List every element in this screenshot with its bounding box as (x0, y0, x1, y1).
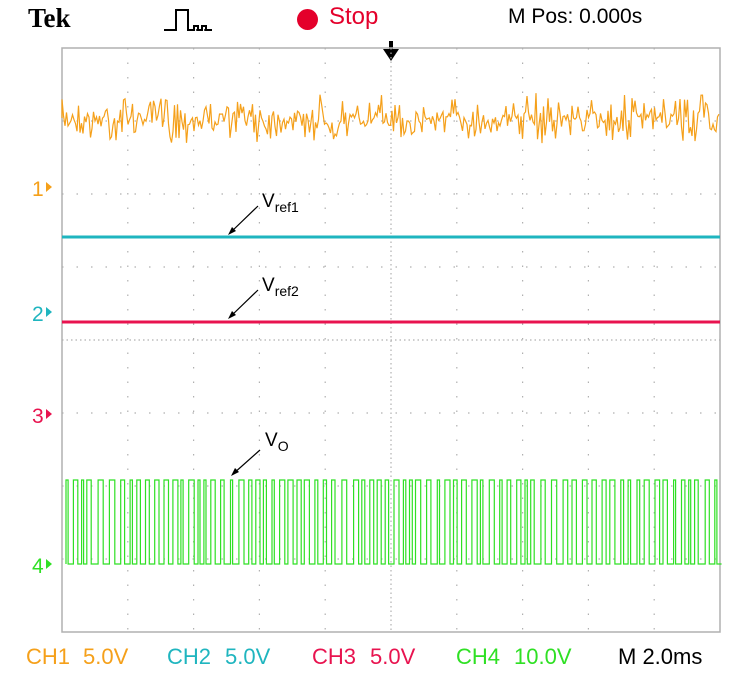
ch3-scale: 5.0V (370, 644, 416, 669)
annotation-vref2: Vref2 (228, 275, 299, 319)
svg-text:4: 4 (32, 555, 44, 578)
ch3-marker[interactable]: 3 (32, 405, 52, 428)
ch1-scale: 5.0V (83, 644, 129, 669)
ch2-scale: 5.0V (225, 644, 271, 669)
svg-text:3: 3 (32, 405, 44, 428)
svg-text:1: 1 (32, 178, 44, 201)
annotation-vo: VO (231, 430, 289, 476)
svg-text:2: 2 (32, 303, 44, 326)
ch4-scale: 10.0V (514, 644, 572, 669)
ch1-waveform (61, 93, 720, 144)
timebase: M 2.0ms (618, 644, 703, 669)
svg-text:VO: VO (265, 430, 289, 454)
ch4-marker[interactable]: 4 (32, 555, 52, 578)
ch1-marker[interactable]: 1 (32, 178, 52, 201)
stop-indicator-icon (297, 9, 318, 30)
trigger-position-icon (383, 41, 399, 61)
horizontal-position: M Pos: 0.000s (508, 5, 643, 28)
waveforms (61, 93, 722, 565)
ch1-label: CH1 (26, 644, 71, 669)
ch2-marker[interactable]: 2 (32, 303, 52, 326)
svg-text:Vref2: Vref2 (262, 275, 299, 299)
channel-readout-bar: CH1 5.0V CH2 5.0V CH3 5.0V CH4 10.0V M 2… (0, 640, 743, 676)
single-pulse-trigger-icon (164, 9, 212, 31)
status-bar: Tek Stop M Pos: 0.000s (0, 0, 743, 38)
graticule (61, 47, 721, 633)
ch3-label: CH3 (312, 644, 357, 669)
ch2-label: CH2 (167, 644, 212, 669)
annotation-vref1: Vref1 (228, 191, 299, 235)
ch4-label: CH4 (456, 644, 501, 669)
brand-logo: Tek (28, 3, 71, 33)
acquisition-status: Stop (329, 3, 379, 30)
ch4-waveform (65, 479, 722, 565)
svg-text:Vref1: Vref1 (262, 191, 299, 215)
